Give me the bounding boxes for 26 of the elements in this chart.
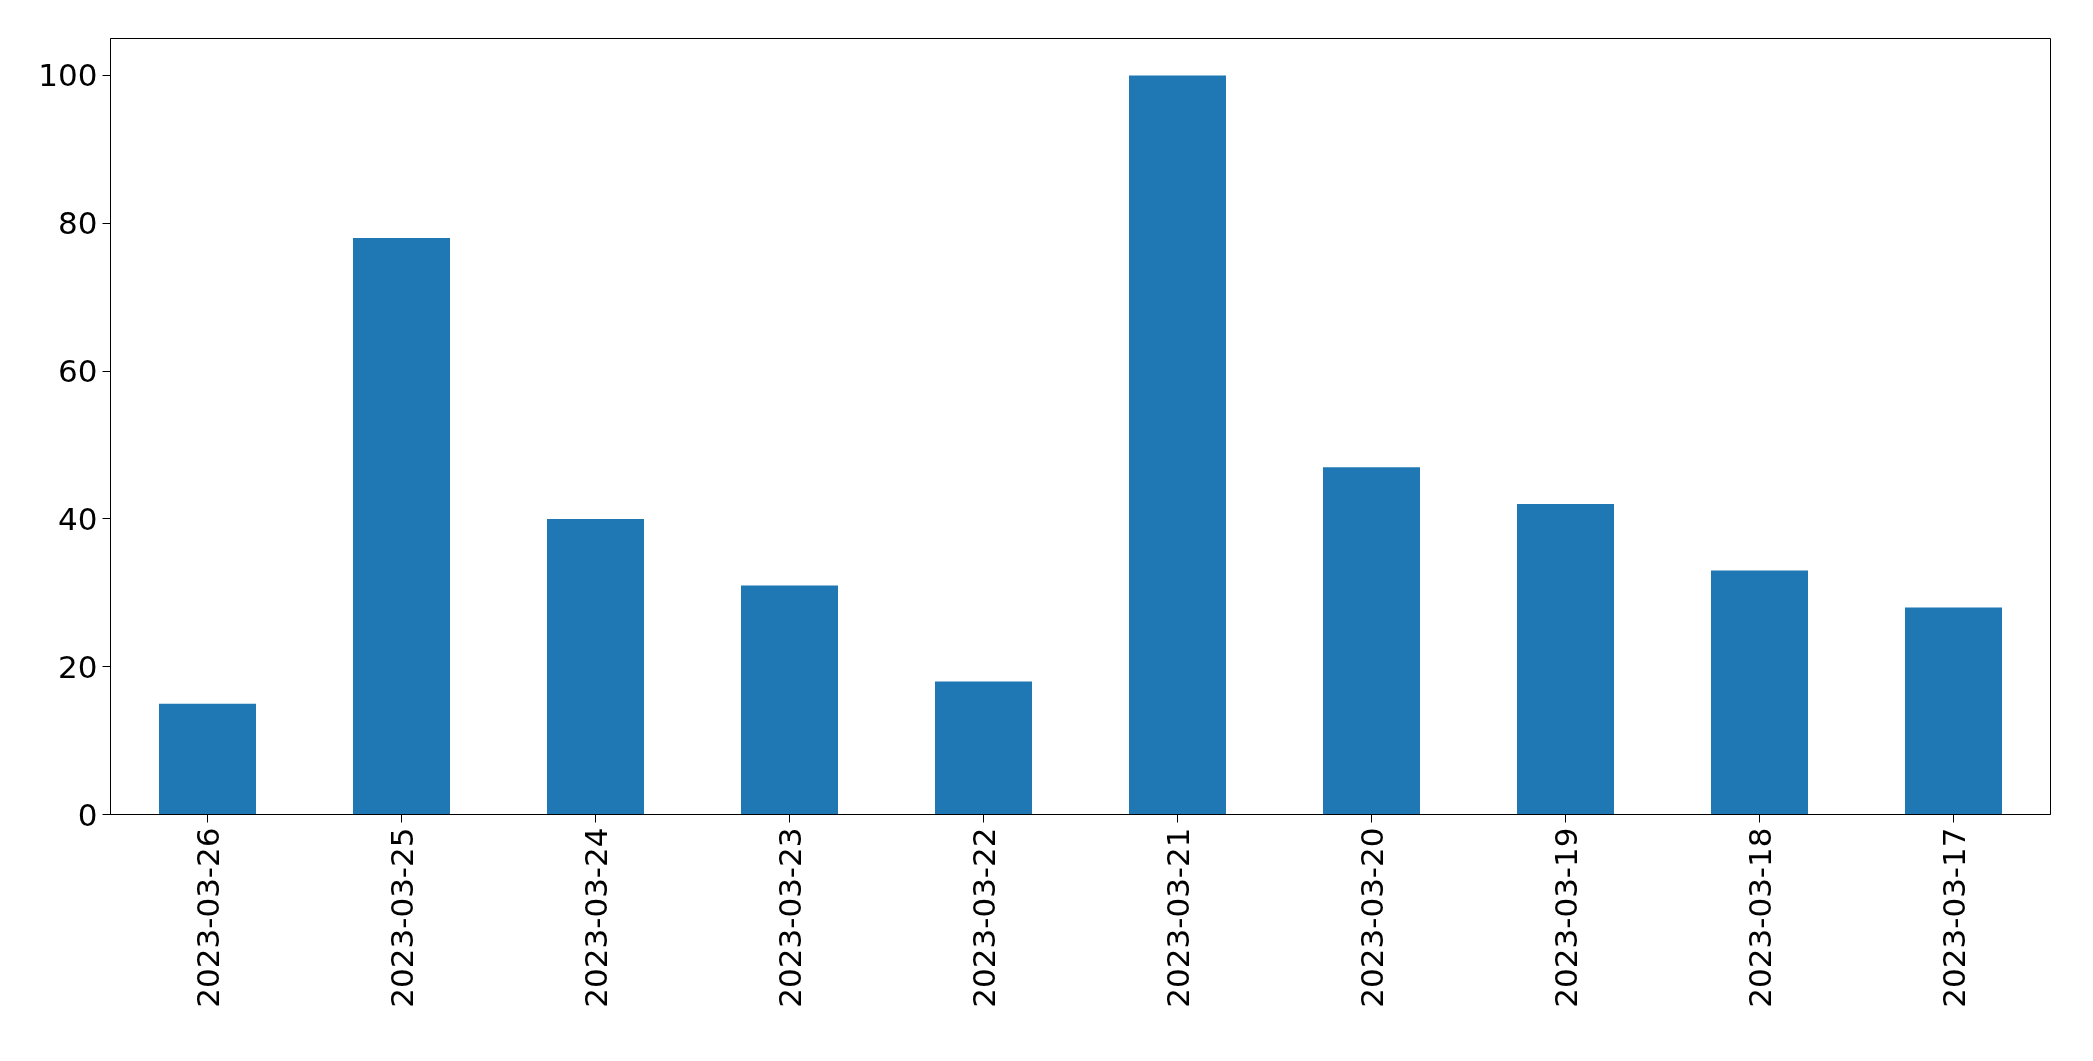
bar xyxy=(1323,467,1420,815)
bar xyxy=(353,238,450,815)
bar xyxy=(1905,607,2002,815)
bar xyxy=(547,518,644,815)
bar xyxy=(935,681,1032,815)
bar xyxy=(159,703,256,815)
y-tick-label: 80 xyxy=(58,205,98,242)
x-tick-label: 2023-03-18 xyxy=(1741,827,1778,1008)
y-tick-label: 20 xyxy=(58,648,98,685)
bar xyxy=(741,585,838,815)
bar xyxy=(1129,75,1226,815)
y-tick-label: 100 xyxy=(38,57,98,94)
x-tick-label: 2023-03-26 xyxy=(189,827,226,1008)
x-tick-label: 2023-03-20 xyxy=(1353,827,1390,1008)
x-tick-label: 2023-03-24 xyxy=(577,827,614,1008)
y-tick-label: 0 xyxy=(77,796,98,833)
y-tick-label: 40 xyxy=(58,500,98,537)
bar xyxy=(1517,504,1614,815)
x-tick-label: 2023-03-19 xyxy=(1547,827,1584,1008)
x-tick-label: 2023-03-21 xyxy=(1159,827,1196,1008)
x-tick-label: 2023-03-17 xyxy=(1935,827,1972,1008)
x-tick-label: 2023-03-22 xyxy=(965,827,1002,1008)
x-tick-label: 2023-03-25 xyxy=(383,827,420,1008)
y-tick-label: 60 xyxy=(58,353,98,390)
bar xyxy=(1711,570,1808,815)
x-tick-label: 2023-03-23 xyxy=(771,827,808,1008)
